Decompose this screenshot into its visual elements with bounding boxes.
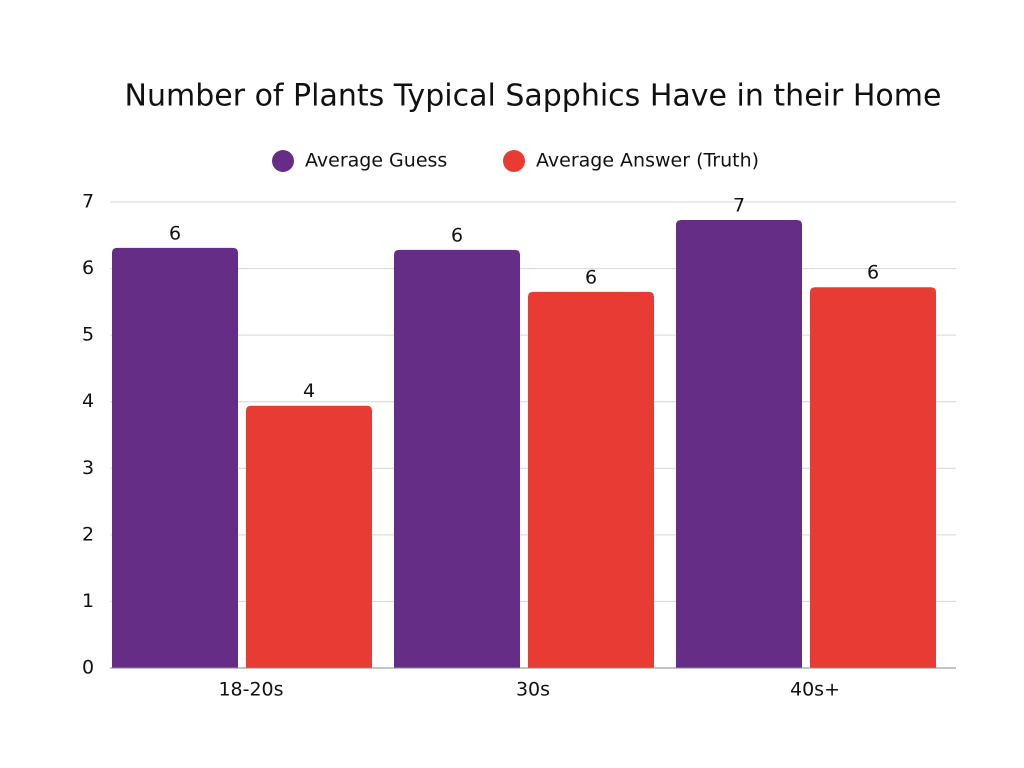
value-label: 6: [585, 266, 597, 288]
y-tick-label: 2: [82, 523, 94, 545]
legend-marker: [503, 150, 525, 172]
value-label: 6: [169, 222, 181, 244]
value-label: 6: [867, 262, 879, 284]
legend-label: Average Guess: [305, 150, 447, 172]
value-label: 4: [303, 380, 315, 402]
y-tick-label: 6: [82, 257, 94, 279]
x-tick-label: 30s: [516, 679, 550, 701]
bar: [246, 405, 372, 668]
y-tick-label: 4: [82, 390, 94, 412]
bar: [112, 247, 238, 669]
bar: [676, 219, 802, 668]
y-tick-label: 3: [82, 457, 94, 479]
y-tick-label: 0: [82, 657, 94, 679]
value-label: 7: [733, 194, 745, 216]
y-tick-label: 7: [82, 191, 94, 213]
bar: [394, 249, 520, 668]
bar: [810, 287, 936, 668]
y-tick-label: 5: [82, 324, 94, 346]
x-tick-label: 18-20s: [218, 679, 283, 701]
bar: [528, 291, 654, 668]
legend-marker: [272, 150, 294, 172]
x-tick-label: 40s+: [790, 679, 840, 701]
value-label: 6: [451, 224, 463, 246]
y-tick-label: 1: [82, 590, 94, 612]
chart-title: Number of Plants Typical Sapphics Have i…: [125, 79, 942, 114]
legend-label: Average Answer (Truth): [536, 150, 759, 172]
